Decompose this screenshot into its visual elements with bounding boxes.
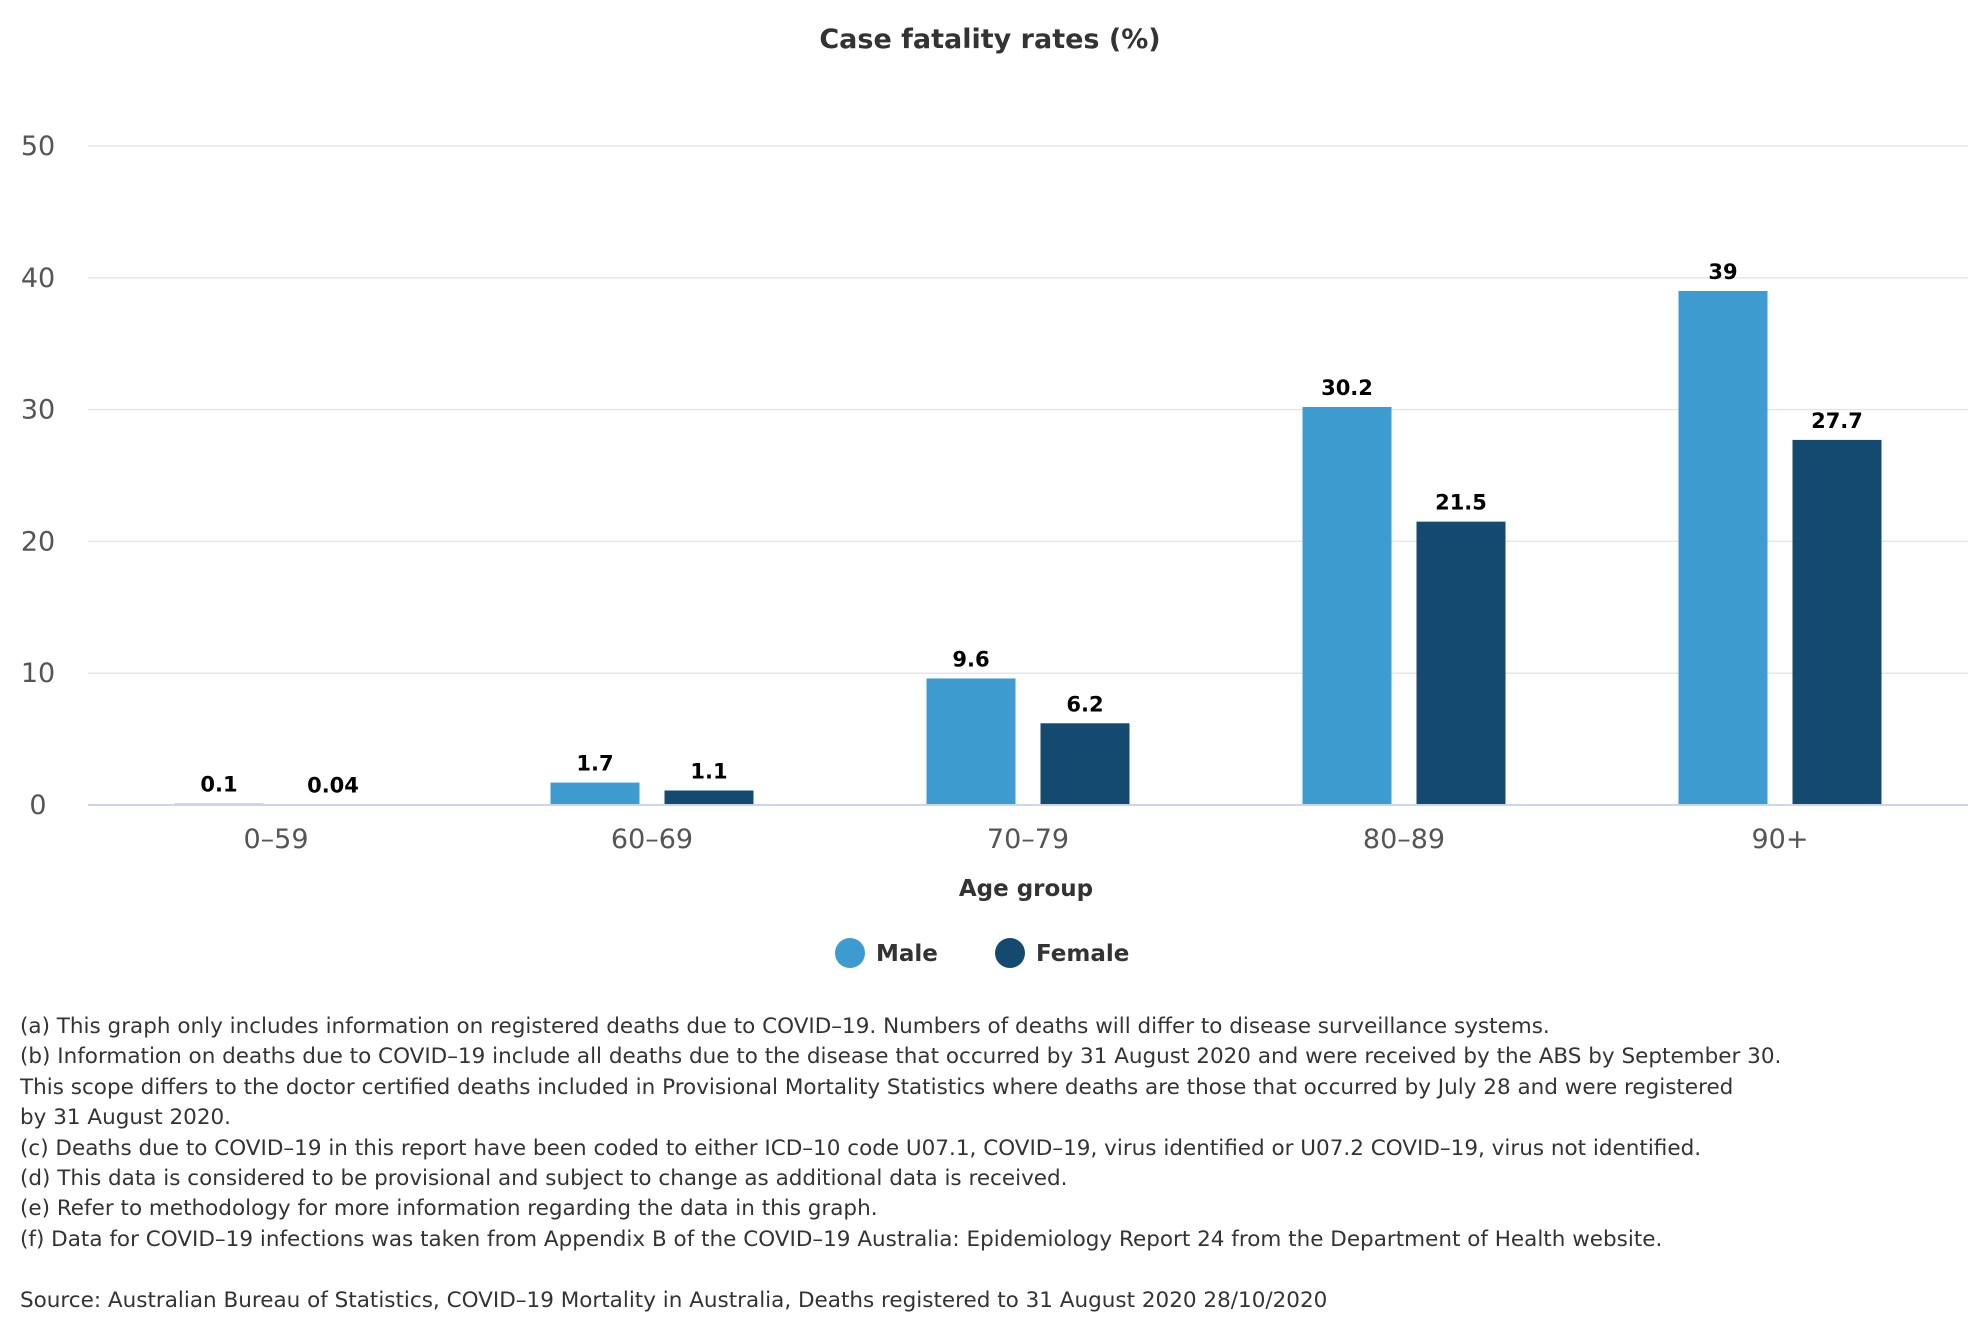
footnote-c: (c) Deaths due to COVID–19 in this repor… [20, 1135, 1702, 1161]
legend-label-male[interactable]: Male [876, 941, 938, 967]
legend-marker-male [835, 938, 865, 968]
x-tick-label: 70–79 [987, 824, 1069, 855]
bar-value-label: 30.2 [1321, 376, 1373, 400]
source-note: Source: Australian Bureau of Statistics,… [20, 1288, 1328, 1313]
bar-male [550, 782, 640, 805]
bar-value-label: 9.6 [952, 647, 989, 671]
y-tick-label: 20 [21, 526, 55, 557]
bar-female [1792, 439, 1882, 805]
footnote-b-continued: This scope differs to the doctor certifi… [20, 1074, 1734, 1100]
bar-value-label: 39 [1708, 260, 1737, 284]
x-axis-ticks: 0–59 60–69 70–79 80–89 90+ [243, 824, 1808, 855]
bar-value-label: 1.7 [576, 752, 613, 776]
footnote-b: (b) Information on deaths due to COVID–1… [20, 1044, 1782, 1070]
legend-label-female[interactable]: Female [1036, 941, 1129, 967]
gridlines [88, 145, 1968, 674]
x-tick-label: 90+ [1752, 824, 1809, 855]
footnotes: (a) This graph only includes information… [20, 1012, 1960, 1255]
y-tick-label: 40 [21, 263, 55, 294]
bar-value-label: 0.1 [200, 773, 237, 797]
chart-title: Case fatality rates (%) [819, 24, 1160, 55]
bar-male [1302, 406, 1392, 805]
y-tick-label: 10 [21, 658, 55, 689]
bar-labels: 0.1 0.04 1.7 1.1 9.6 6.2 30.2 21.5 39 27.7 [200, 260, 1863, 797]
y-axis-ticks: 0 10 20 30 40 50 [21, 131, 55, 821]
bar-value-label: 27.7 [1811, 409, 1863, 433]
bar-value-label: 21.5 [1435, 491, 1487, 515]
y-tick-label: 30 [21, 395, 55, 426]
bar-value-label: 6.2 [1066, 692, 1103, 716]
footnote-d: (d) This data is considered to be provis… [20, 1166, 1068, 1192]
x-axis-title: Age group [959, 876, 1093, 902]
x-tick-label: 80–89 [1363, 824, 1445, 855]
legend: Male Female [835, 938, 1129, 968]
y-tick-label: 0 [29, 790, 46, 821]
bar-value-label: 1.1 [690, 760, 727, 784]
bars [174, 290, 1882, 806]
bar-male [926, 678, 1016, 805]
footnote-b-end: by 31 August 2020. [20, 1105, 232, 1131]
footnote-e: (e) Refer to methodology for more inform… [20, 1196, 878, 1222]
footnote-a: (a) This graph only includes information… [20, 1014, 1550, 1039]
bar-male [1678, 290, 1768, 806]
footnote-f: (f) Data for COVID–19 infections was tak… [20, 1226, 1663, 1252]
bar-female [1040, 723, 1130, 805]
y-tick-label: 50 [21, 131, 55, 162]
bar-female [1416, 521, 1506, 805]
bar-female [664, 790, 754, 805]
legend-marker-female [995, 938, 1025, 968]
x-tick-label: 60–69 [611, 824, 693, 855]
x-tick-label: 0–59 [243, 824, 308, 855]
bar-value-label: 0.04 [307, 773, 359, 797]
